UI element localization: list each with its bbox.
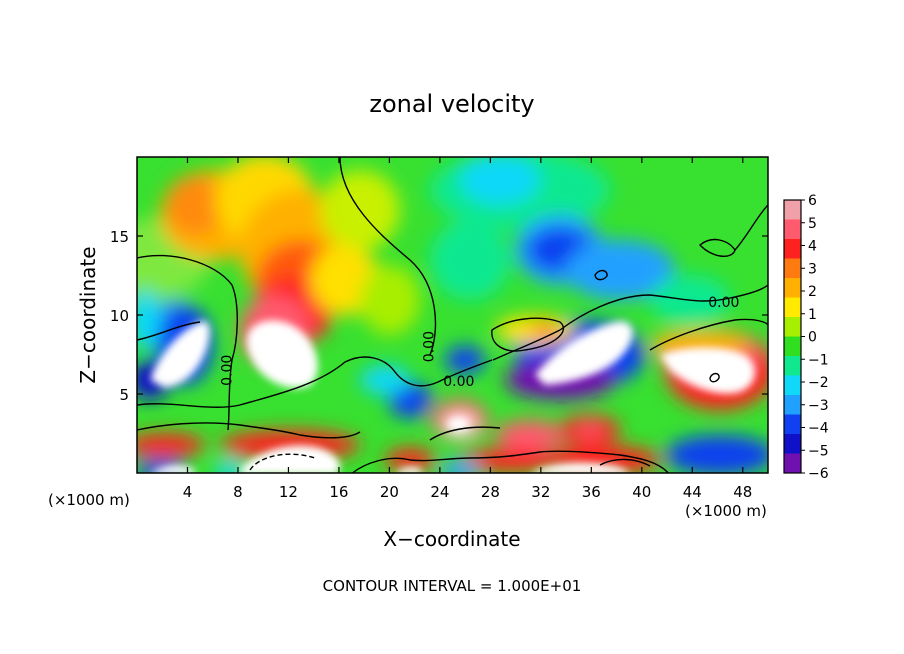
contour-label: 0.00 (708, 295, 739, 311)
x-tick-label: 32 (531, 483, 550, 501)
x-tick-label: 4 (183, 483, 193, 501)
x-tick-label: 36 (582, 483, 601, 501)
colorbar-swatch (784, 395, 801, 415)
colorbar-label: −2 (808, 375, 829, 391)
colorbar-swatch (784, 278, 801, 298)
contour-label: 0.00 (220, 355, 236, 386)
saturated-regions (150, 320, 756, 473)
colorbar-swatch (784, 258, 801, 279)
colorbar-swatch (784, 356, 801, 376)
colorbar-label: −3 (808, 398, 829, 414)
colorbar-swatch (784, 414, 801, 435)
x-tick-label: 12 (279, 483, 298, 501)
colorbar-swatch (784, 336, 801, 357)
x-tick-label: 48 (733, 483, 752, 501)
contour-labels: 0.00 0.00 0.00 0.00 (220, 295, 740, 390)
colorbar-label: 0 (808, 330, 817, 346)
contour-lines (137, 157, 768, 473)
colorbar-swatch (784, 317, 801, 337)
colorbar: 6 5 4 3 2 1 0 −1 −2 −3 −4 −5 −6 (783, 193, 829, 482)
contour-interval-footer: CONTOUR INTERVAL = 1.000E+01 (323, 577, 582, 595)
colorbar-label: −5 (808, 443, 829, 459)
colorbar-label: 2 (808, 284, 817, 300)
y-axis: 5 10 15 (110, 228, 768, 404)
x-axis-label: X−coordinate (383, 527, 520, 551)
colorbar-label: 5 (808, 216, 817, 232)
y-tick-label: 15 (110, 228, 129, 246)
colorbar-label: −6 (808, 466, 829, 482)
colorbar-swatch (784, 239, 801, 259)
colorbar-label: 3 (808, 261, 817, 277)
colorbar-label: 1 (808, 307, 817, 323)
x-tick-label: 16 (329, 483, 348, 501)
x-tick-label: 44 (683, 483, 702, 501)
colorbar-label: −4 (808, 421, 829, 437)
colorbar-swatch (784, 200, 801, 220)
colorbar-swatch (784, 375, 801, 396)
plot-area (137, 157, 768, 473)
colorbar-swatch (784, 453, 801, 474)
contour-label: 0.00 (443, 374, 474, 390)
y-tick-label: 10 (110, 307, 129, 325)
colorbar-swatch (784, 297, 801, 318)
chart-title: zonal velocity (369, 90, 534, 118)
colorbar-swatch (784, 434, 801, 454)
contour-label: 0.00 (422, 331, 438, 362)
x-unit-left: (×1000 m) (48, 491, 130, 509)
x-tick-label: 28 (481, 483, 500, 501)
x-tick-label: 8 (233, 483, 243, 501)
colorbar-swatch (784, 219, 801, 240)
colorbar-label: 6 (808, 193, 817, 209)
colorbar-label: −1 (808, 352, 829, 368)
x-tick-label: 20 (380, 483, 399, 501)
x-axis: 4 8 12 16 20 24 28 32 36 40 44 48 (183, 157, 752, 501)
y-axis-label: Z−coordinate (76, 246, 100, 383)
x-tick-label: 40 (632, 483, 651, 501)
colorbar-label: 4 (808, 239, 817, 255)
x-unit-right: (×1000 m) (685, 502, 767, 520)
y-tick-label: 5 (119, 386, 129, 404)
x-tick-label: 24 (430, 483, 449, 501)
